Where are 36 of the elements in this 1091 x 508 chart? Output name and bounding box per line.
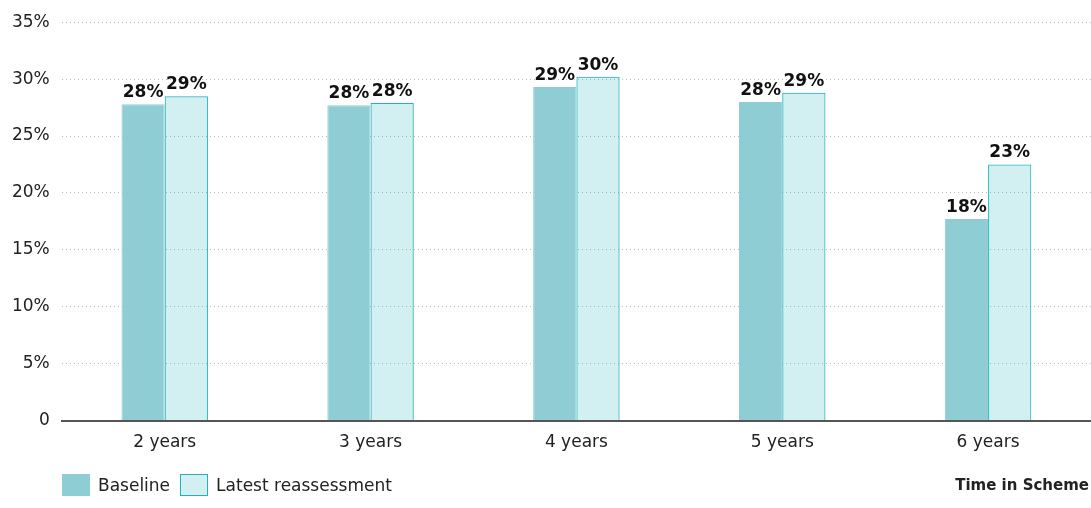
data-label: 18% [946, 196, 987, 217]
x-tick-label: 3 years [339, 431, 403, 452]
data-label: 29% [165, 73, 207, 94]
bar [577, 77, 619, 421]
x-tick-label: 2 years [133, 431, 197, 452]
data-label: 30% [577, 53, 619, 74]
y-tick-label: 25% [11, 124, 50, 145]
y-tick-label: 30% [11, 67, 50, 88]
y-tick-label: 20% [11, 181, 50, 202]
data-label: 28% [122, 81, 164, 102]
bar [371, 104, 413, 421]
legend-label: Latest reassessment [216, 475, 392, 495]
y-tick-label: 15% [11, 238, 50, 259]
data-label: 28% [740, 78, 781, 99]
x-axis-title: Time in Scheme [955, 476, 1090, 494]
bar [739, 101, 783, 421]
bar [533, 87, 577, 421]
y-tick-label: 35% [11, 10, 50, 31]
y-tick-label: 0 [38, 409, 50, 430]
bar [944, 219, 989, 421]
y-tick-label: 10% [11, 295, 50, 316]
data-label: 28% [328, 82, 370, 103]
legend-label: Baseline [98, 475, 171, 495]
y-tick-label: 5% [22, 352, 50, 373]
x-tick-label: 5 years [750, 431, 814, 452]
bar [783, 93, 825, 421]
bar [327, 105, 371, 421]
bar [165, 97, 207, 421]
bar [121, 104, 165, 421]
data-label: 23% [989, 141, 1031, 162]
x-tick-label: 6 years [956, 431, 1020, 452]
data-label: 29% [783, 69, 825, 90]
data-label: 28% [371, 79, 413, 100]
bar [989, 165, 1031, 421]
x-tick-label: 4 years [544, 431, 609, 452]
data-label: 29% [534, 64, 576, 84]
